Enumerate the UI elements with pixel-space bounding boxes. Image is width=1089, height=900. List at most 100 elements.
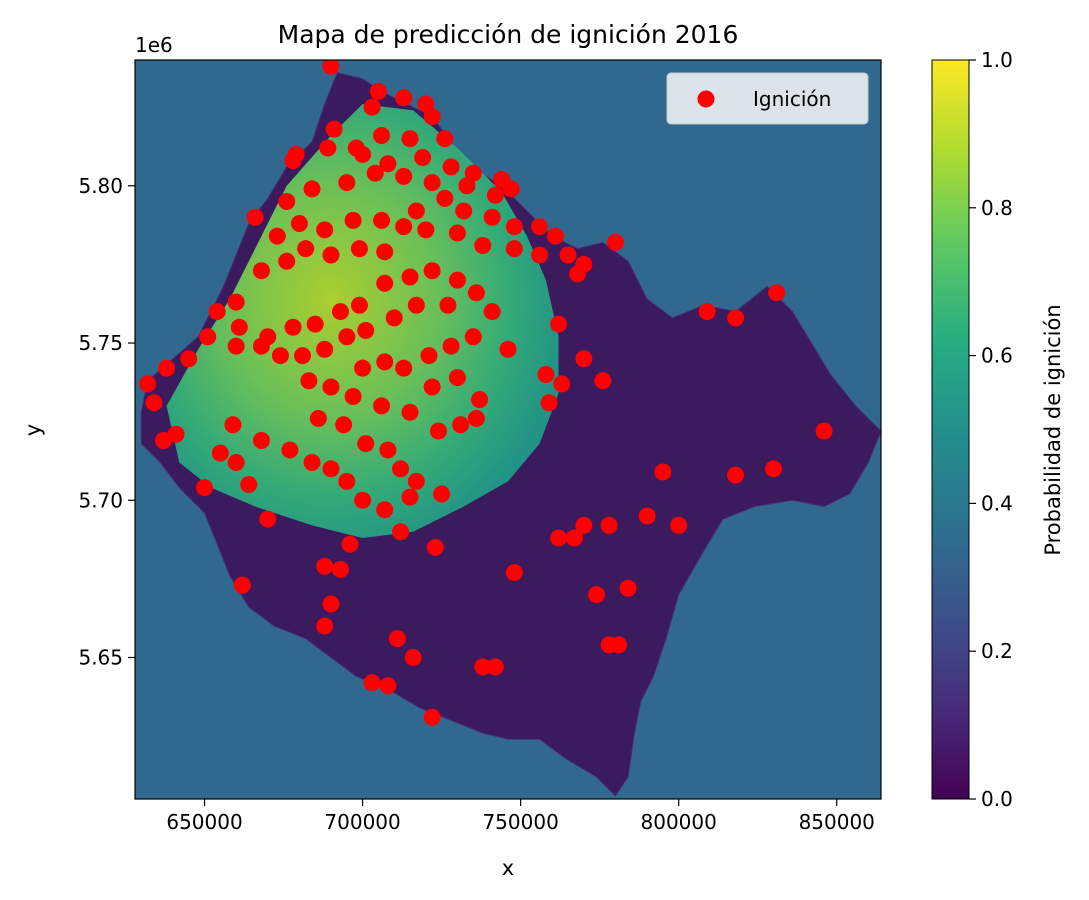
ignition-point xyxy=(379,677,397,695)
ignition-point xyxy=(199,328,217,346)
ignition-point xyxy=(316,557,334,575)
ignition-point xyxy=(354,359,372,377)
ignition-points xyxy=(139,60,833,726)
ignition-point xyxy=(423,108,441,126)
ignition-point xyxy=(575,255,593,273)
ignition-point xyxy=(442,337,460,355)
ignition-point xyxy=(158,359,176,377)
ignition-point xyxy=(455,202,473,220)
ignition-point xyxy=(338,174,356,192)
ignition-point xyxy=(369,82,387,100)
ignition-point xyxy=(765,460,783,478)
ignition-point xyxy=(259,510,277,528)
ignition-point xyxy=(502,180,520,198)
ignition-point xyxy=(565,529,583,547)
colorbar-tick-label: 0.2 xyxy=(981,639,1013,663)
ignition-point xyxy=(414,148,432,166)
ignition-point xyxy=(458,177,476,195)
legend-label-ignicion: Ignición xyxy=(753,87,831,111)
ignition-point xyxy=(486,658,504,676)
ignition-point xyxy=(319,139,337,157)
ignition-point xyxy=(436,189,454,207)
ignition-point xyxy=(331,303,349,321)
ignition-point xyxy=(606,233,624,251)
ignition-point xyxy=(357,321,375,339)
ignition-point xyxy=(417,221,435,239)
ignition-point xyxy=(376,353,394,371)
ignition-point xyxy=(471,391,489,409)
colorbar-tick-label: 0.6 xyxy=(981,344,1013,368)
ignition-point xyxy=(344,387,362,405)
ignition-point xyxy=(407,472,425,490)
ignition-point xyxy=(139,375,157,393)
ignition-point xyxy=(727,309,745,327)
ignition-point xyxy=(322,595,340,613)
ignition-point xyxy=(268,227,286,245)
ignition-point xyxy=(240,476,258,494)
ignition-point xyxy=(433,485,451,503)
y-tick-label: 5.65 xyxy=(78,645,123,669)
ignition-point xyxy=(505,240,523,258)
colorbar-tick-label: 1.0 xyxy=(981,48,1013,72)
ignition-point xyxy=(467,409,485,427)
ignition-point xyxy=(322,246,340,264)
ignition-point xyxy=(325,120,343,138)
ignition-point xyxy=(423,378,441,396)
ignition-point xyxy=(331,560,349,578)
ignition-point xyxy=(373,211,391,229)
ignition-point xyxy=(395,218,413,236)
ignition-point xyxy=(278,193,296,211)
ignition-point xyxy=(363,98,381,116)
ignition-point xyxy=(252,337,270,355)
ignition-point xyxy=(290,215,308,233)
ignition-point xyxy=(379,441,397,459)
ignition-point xyxy=(407,296,425,314)
x-tick-label: 700000 xyxy=(324,810,400,834)
ignition-point xyxy=(600,516,618,534)
y-tick-label: 5.80 xyxy=(78,174,123,198)
ignition-point xyxy=(698,303,716,321)
ignition-point xyxy=(278,252,296,270)
ignition-point xyxy=(297,240,315,258)
legend-box xyxy=(666,72,869,125)
ignition-point xyxy=(439,296,457,314)
ignition-point xyxy=(426,538,444,556)
ignition-point xyxy=(354,491,372,509)
ignition-point xyxy=(594,372,612,390)
ignition-point xyxy=(145,394,163,412)
ignition-point xyxy=(316,340,334,358)
ignition-point xyxy=(417,95,435,113)
ignition-point xyxy=(452,416,470,434)
ignition-point xyxy=(294,347,312,365)
ignition-point xyxy=(196,479,214,497)
ignition-point xyxy=(768,284,786,302)
ignition-point xyxy=(211,444,229,462)
x-tick-label: 850000 xyxy=(799,810,875,834)
ignition-point xyxy=(376,274,394,292)
ignition-point xyxy=(546,227,564,245)
ignition-point xyxy=(474,658,492,676)
ignition-point xyxy=(208,303,226,321)
ignition-point xyxy=(464,328,482,346)
ignition-point xyxy=(442,158,460,176)
ignition-point xyxy=(322,378,340,396)
ignition-point xyxy=(227,454,245,472)
ignition-point xyxy=(505,564,523,582)
ignition-point xyxy=(401,130,419,148)
ignition-point xyxy=(559,246,577,264)
ignition-point xyxy=(550,315,568,333)
ignition-point xyxy=(505,218,523,236)
ignition-point xyxy=(227,337,245,355)
legend-marker-ignicion xyxy=(697,90,715,108)
ignition-point xyxy=(335,416,353,434)
y-tick-label: 5.70 xyxy=(78,488,123,512)
colorbar-tick-label: 0.0 xyxy=(981,787,1013,811)
ignition-point xyxy=(392,523,410,541)
ignition-point xyxy=(483,208,501,226)
ignition-point xyxy=(401,488,419,506)
ignition-point xyxy=(300,372,318,390)
ignition-point xyxy=(654,463,672,481)
ignition-point xyxy=(395,359,413,377)
colorbar-tick-label: 0.8 xyxy=(981,196,1013,220)
ignition-point xyxy=(388,630,406,648)
